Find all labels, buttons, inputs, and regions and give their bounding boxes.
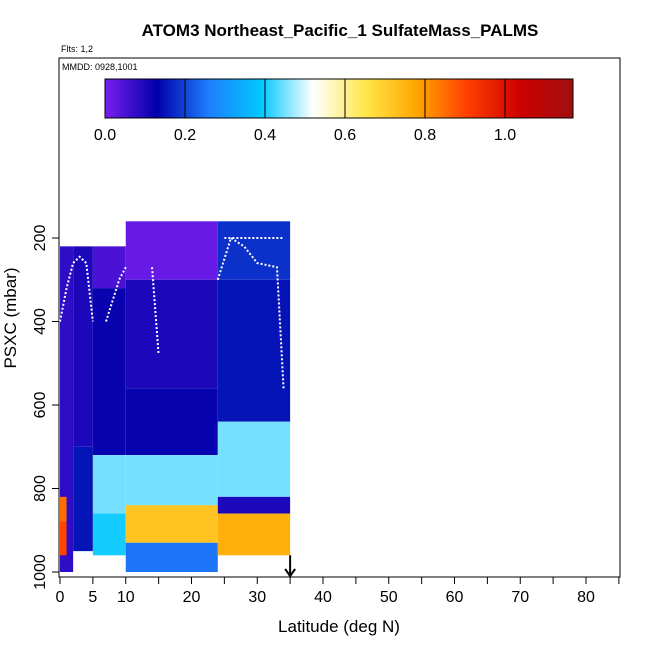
heatmap-cell bbox=[217, 421, 291, 497]
flight-track-line bbox=[151, 267, 160, 355]
y-axis-label: PSXC (mbar) bbox=[1, 267, 20, 368]
colorbar-tick-label: 0.0 bbox=[94, 127, 116, 144]
heatmap-cell bbox=[217, 221, 291, 280]
heatmap-cell bbox=[92, 513, 126, 556]
x-tick-label: 50 bbox=[380, 589, 398, 606]
mmdd-label: MMDD: 0928,1001 bbox=[62, 62, 138, 72]
x-axis-label: Latitude (deg N) bbox=[278, 617, 400, 636]
plot-frame bbox=[58, 57, 621, 578]
x-tick-label: 10 bbox=[117, 589, 135, 606]
heatmap-cell bbox=[217, 513, 291, 556]
heatmap-cell bbox=[92, 455, 126, 514]
heatmap-cell bbox=[125, 279, 218, 389]
latitude-marker-arrow bbox=[284, 555, 296, 578]
flight-track-line bbox=[59, 255, 94, 322]
heatmap-cell bbox=[92, 288, 126, 456]
heatmap-cell bbox=[73, 446, 93, 552]
y-tick-label: 200 bbox=[32, 225, 49, 252]
x-tick-label: 80 bbox=[577, 589, 595, 606]
colorbar-tick-label: 0.8 bbox=[414, 127, 436, 144]
heatmap-cell bbox=[92, 246, 126, 289]
heatmap-cell bbox=[217, 279, 291, 422]
y-tick-label: 600 bbox=[32, 392, 49, 419]
heatmap-cell bbox=[125, 542, 218, 572]
colorbar-tick-label: 0.2 bbox=[174, 127, 196, 144]
colorbar-tick-label: 0.4 bbox=[254, 127, 276, 144]
x-tick-label: 30 bbox=[248, 589, 266, 606]
heatmap-cell bbox=[217, 496, 291, 514]
flight-track-line bbox=[105, 266, 127, 322]
heatmap-cell bbox=[125, 505, 218, 543]
heatmap-cell bbox=[73, 246, 93, 447]
heatmap-cell bbox=[125, 388, 218, 456]
x-tick-label: 70 bbox=[511, 589, 529, 606]
flight-tracks bbox=[59, 236, 285, 389]
colorbar-tick-label: 0.6 bbox=[334, 127, 356, 144]
x-tick-label: 0 bbox=[56, 589, 65, 606]
colorbar-tick-label: 1.0 bbox=[494, 127, 516, 144]
arrow-head bbox=[284, 568, 296, 578]
x-tick-label: 20 bbox=[183, 589, 201, 606]
y-axis: 200 400 600 800 1000 bbox=[32, 225, 59, 590]
heatmap-cells bbox=[60, 221, 291, 572]
flight-track-line bbox=[216, 236, 285, 389]
x-axis: 0 5 10 20 30 40 50 60 70 80 bbox=[56, 577, 620, 606]
y-tick-label: 400 bbox=[32, 308, 49, 335]
colorbar-gradient bbox=[104, 78, 574, 119]
y-tick-label: 1000 bbox=[32, 554, 49, 590]
y-tick-label: 800 bbox=[32, 475, 49, 502]
heatmap-cell bbox=[60, 246, 74, 572]
flights-label: Flts: 1,2 bbox=[61, 44, 93, 54]
x-tick-label: 40 bbox=[314, 589, 332, 606]
heatmap-cell bbox=[125, 455, 218, 506]
heatmap-cell bbox=[60, 496, 67, 522]
heatmap-cell bbox=[125, 221, 218, 280]
colorbar: 0.0 0.2 0.4 0.6 0.8 1.0 bbox=[94, 78, 574, 144]
x-tick-label: 60 bbox=[446, 589, 464, 606]
x-tick-label: 5 bbox=[88, 589, 97, 606]
heatmap-cell bbox=[60, 521, 67, 556]
chart-title: ATOM3 Northeast_Pacific_1 SulfateMass_PA… bbox=[142, 21, 539, 40]
